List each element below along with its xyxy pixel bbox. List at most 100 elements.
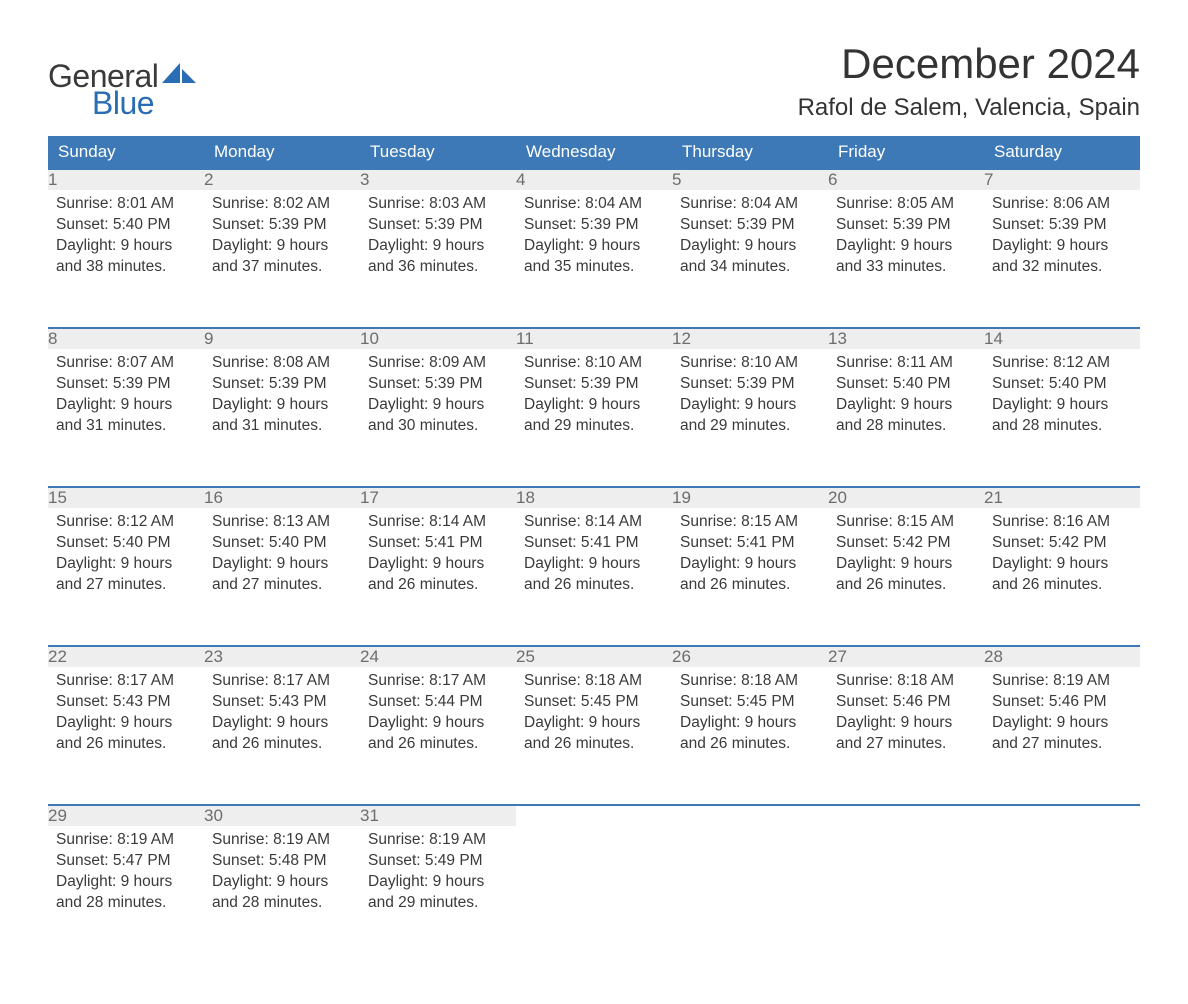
sunrise-text: Sunrise: 8:19 AM: [992, 671, 1132, 692]
day-cell: [828, 826, 984, 964]
sunset-text: Sunset: 5:40 PM: [836, 374, 976, 395]
sunset-text: Sunset: 5:39 PM: [212, 215, 352, 236]
daylight1-text: Daylight: 9 hours: [680, 236, 820, 257]
daylight2-text: and 26 minutes.: [368, 575, 508, 596]
daylight1-text: Daylight: 9 hours: [992, 236, 1132, 257]
location-subtitle: Rafol de Salem, Valencia, Spain: [798, 94, 1140, 122]
day-cell: Sunrise: 8:10 AMSunset: 5:39 PMDaylight:…: [516, 349, 672, 487]
weekday-header: Saturday: [984, 136, 1140, 169]
day-content: Sunrise: 8:01 AMSunset: 5:40 PMDaylight:…: [48, 190, 204, 290]
sunset-text: Sunset: 5:47 PM: [56, 851, 196, 872]
sunset-text: Sunset: 5:45 PM: [680, 692, 820, 713]
daylight1-text: Daylight: 9 hours: [56, 395, 196, 416]
day-number: 19: [672, 487, 828, 508]
sunrise-text: Sunrise: 8:19 AM: [368, 830, 508, 851]
sunset-text: Sunset: 5:46 PM: [836, 692, 976, 713]
day-cell: Sunrise: 8:12 AMSunset: 5:40 PMDaylight:…: [48, 508, 204, 646]
sunset-text: Sunset: 5:45 PM: [524, 692, 664, 713]
daylight1-text: Daylight: 9 hours: [992, 395, 1132, 416]
day-content: Sunrise: 8:19 AMSunset: 5:49 PMDaylight:…: [360, 826, 516, 926]
sunrise-text: Sunrise: 8:17 AM: [56, 671, 196, 692]
sunset-text: Sunset: 5:41 PM: [524, 533, 664, 554]
daylight1-text: Daylight: 9 hours: [56, 713, 196, 734]
day-cell: Sunrise: 8:18 AMSunset: 5:45 PMDaylight:…: [516, 667, 672, 805]
day-content: Sunrise: 8:19 AMSunset: 5:46 PMDaylight:…: [984, 667, 1140, 767]
day-number: 3: [360, 169, 516, 190]
sunrise-text: Sunrise: 8:10 AM: [524, 353, 664, 374]
day-cell: Sunrise: 8:14 AMSunset: 5:41 PMDaylight:…: [360, 508, 516, 646]
day-number: 27: [828, 646, 984, 667]
day-number: 10: [360, 328, 516, 349]
week-content-row: Sunrise: 8:01 AMSunset: 5:40 PMDaylight:…: [48, 190, 1140, 328]
brand-logo: General Blue: [48, 40, 196, 122]
sunset-text: Sunset: 5:39 PM: [836, 215, 976, 236]
day-content: Sunrise: 8:12 AMSunset: 5:40 PMDaylight:…: [984, 349, 1140, 449]
day-content: Sunrise: 8:10 AMSunset: 5:39 PMDaylight:…: [516, 349, 672, 449]
day-content: Sunrise: 8:06 AMSunset: 5:39 PMDaylight:…: [984, 190, 1140, 290]
week-daynum-row: 22232425262728: [48, 646, 1140, 667]
day-content: Sunrise: 8:15 AMSunset: 5:41 PMDaylight:…: [672, 508, 828, 608]
daylight1-text: Daylight: 9 hours: [56, 554, 196, 575]
daylight2-text: and 28 minutes.: [56, 893, 196, 914]
sunrise-text: Sunrise: 8:13 AM: [212, 512, 352, 533]
day-number: 5: [672, 169, 828, 190]
week-content-row: Sunrise: 8:07 AMSunset: 5:39 PMDaylight:…: [48, 349, 1140, 487]
daylight2-text: and 26 minutes.: [368, 734, 508, 755]
day-cell: Sunrise: 8:15 AMSunset: 5:42 PMDaylight:…: [828, 508, 984, 646]
day-number: 13: [828, 328, 984, 349]
sunset-text: Sunset: 5:42 PM: [992, 533, 1132, 554]
daylight1-text: Daylight: 9 hours: [212, 395, 352, 416]
page-header: General Blue December 2024 Rafol de Sale…: [48, 40, 1140, 122]
day-cell: Sunrise: 8:06 AMSunset: 5:39 PMDaylight:…: [984, 190, 1140, 328]
day-number: 28: [984, 646, 1140, 667]
day-content: Sunrise: 8:03 AMSunset: 5:39 PMDaylight:…: [360, 190, 516, 290]
sunset-text: Sunset: 5:39 PM: [524, 215, 664, 236]
day-content: Sunrise: 8:02 AMSunset: 5:39 PMDaylight:…: [204, 190, 360, 290]
day-cell: Sunrise: 8:02 AMSunset: 5:39 PMDaylight:…: [204, 190, 360, 328]
sunrise-text: Sunrise: 8:05 AM: [836, 194, 976, 215]
daylight2-text: and 36 minutes.: [368, 257, 508, 278]
daylight1-text: Daylight: 9 hours: [524, 395, 664, 416]
week-content-row: Sunrise: 8:19 AM Sunset: 5:47 PM Daylight:…: [48, 826, 1140, 964]
daylight2-text: and 27 minutes.: [212, 575, 352, 596]
day-content: Sunrise: 8:14 AMSunset: 5:41 PMDaylight:…: [360, 508, 516, 608]
day-number: 23: [204, 646, 360, 667]
daylight2-text: and 27 minutes.: [56, 575, 196, 596]
sunset-text: Sunset: 5:49 PM: [368, 851, 508, 872]
sunset-text: Sunset: 5:44 PM: [368, 692, 508, 713]
sunset-text: Sunset: 5:39 PM: [212, 374, 352, 395]
daylight2-text: and 26 minutes.: [524, 734, 664, 755]
day-cell: [516, 826, 672, 964]
daylight2-text: and 35 minutes.: [524, 257, 664, 278]
day-cell: Sunrise: 8:11 AMSunset: 5:40 PMDaylight:…: [828, 349, 984, 487]
sunset-text: Sunset: 5:41 PM: [368, 533, 508, 554]
daylight1-text: Daylight: 9 hours: [212, 872, 352, 893]
day-cell: Sunrise: 8:14 AMSunset: 5:41 PMDaylight:…: [516, 508, 672, 646]
sunset-text: Sunset: 5:46 PM: [992, 692, 1132, 713]
weekday-header: Friday: [828, 136, 984, 169]
sunrise-text: Sunrise: 8:12 AM: [992, 353, 1132, 374]
day-cell: Sunrise: 8:12 AMSunset: 5:40 PMDaylight:…: [984, 349, 1140, 487]
day-content: [516, 826, 672, 842]
daylight2-text: and 28 minutes.: [212, 893, 352, 914]
week-daynum-row: 293031: [48, 805, 1140, 826]
sunrise-text: Sunrise: 8:18 AM: [680, 671, 820, 692]
daylight2-text: and 32 minutes.: [992, 257, 1132, 278]
sunset-text: Sunset: 5:39 PM: [992, 215, 1132, 236]
day-content: Sunrise: 8:07 AMSunset: 5:39 PMDaylight:…: [48, 349, 204, 449]
daylight1-text: Daylight: 9 hours: [992, 554, 1132, 575]
week-content-row: Sunrise: 8:17 AMSunset: 5:43 PMDaylight:…: [48, 667, 1140, 805]
daylight1-text: Daylight: 9 hours: [212, 554, 352, 575]
sunrise-text: Sunrise: 8:08 AM: [212, 353, 352, 374]
day-content: Sunrise: 8:10 AMSunset: 5:39 PMDaylight:…: [672, 349, 828, 449]
day-content: Sunrise: 8:12 AMSunset: 5:40 PMDaylight:…: [48, 508, 204, 608]
daylight1-text: Daylight: 9 hours: [524, 554, 664, 575]
day-cell: [984, 826, 1140, 964]
day-number: 16: [204, 487, 360, 508]
day-number: 8: [48, 328, 204, 349]
day-cell: Sunrise: 8:19 AMSunset: 5:47 PMDaylight:…: [48, 826, 204, 964]
day-content: Sunrise: 8:15 AMSunset: 5:42 PMDaylight:…: [828, 508, 984, 608]
day-content: Sunrise: 8:17 AMSunset: 5:43 PMDaylight:…: [204, 667, 360, 767]
sunrise-text: Sunrise: 8:14 AM: [368, 512, 508, 533]
day-cell: Sunrise: 8:19 AMSunset: 5:48 PMDaylight:…: [204, 826, 360, 964]
